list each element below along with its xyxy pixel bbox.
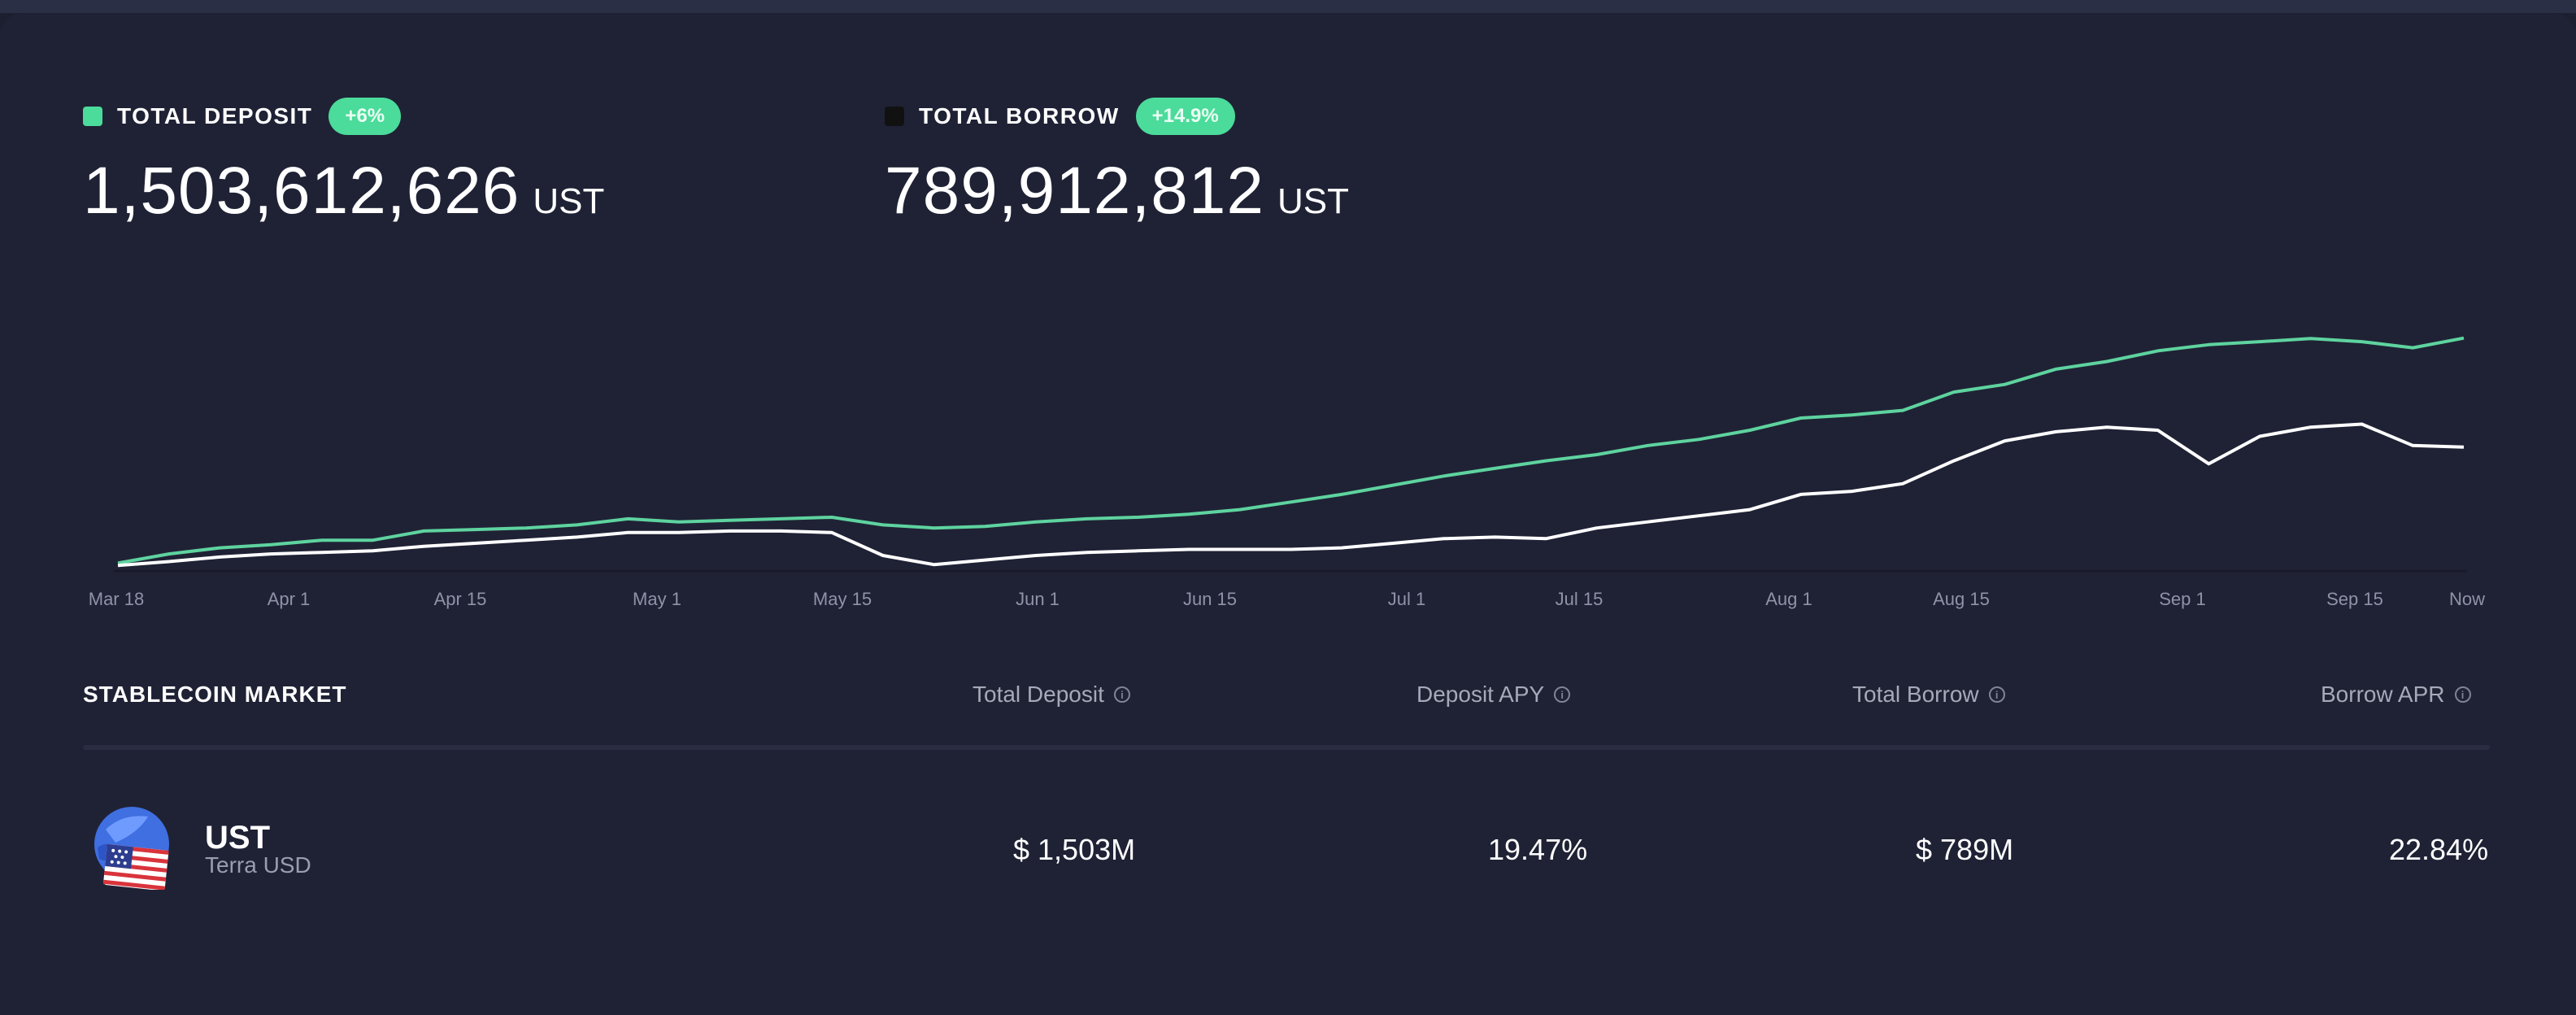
- total-borrow-unit: UST: [1277, 181, 1350, 221]
- coin-symbol: UST: [205, 820, 270, 856]
- total-deposit-value: 1,503,612,626 UST: [83, 153, 604, 229]
- table-row[interactable]: UST Terra USD $ 1,503M 19.47% $ 789M 22.…: [83, 799, 2490, 896]
- row-borrow-apr: 22.84%: [2389, 833, 2489, 866]
- col-total-borrow-label: Total Borrow: [1852, 682, 1979, 707]
- col-borrow-apr-label: Borrow APR: [2321, 682, 2445, 707]
- stablecoin-market-title: STABLECOIN MARKET: [83, 682, 347, 707]
- chart-series-layer: [117, 336, 2465, 568]
- info-icon[interactable]: i: [2454, 686, 2471, 703]
- total-borrow-value: 789,912,812 UST: [885, 153, 1349, 229]
- deposit-change-badge: +6%: [329, 98, 402, 135]
- x-tick-label: Aug 15: [1933, 589, 1990, 609]
- borrow-legend-square: [885, 107, 904, 126]
- x-tick-label: May 1: [633, 589, 681, 609]
- total-deposit-stat: TOTAL DEPOSIT +6% 1,503,612,626 UST: [83, 96, 604, 229]
- total-borrow-stat: TOTAL BORROW +14.9% 789,912,812 UST: [885, 96, 1349, 229]
- deposit-legend-square: [83, 107, 102, 126]
- x-tick-label: Mar 18: [89, 589, 144, 609]
- col-deposit-apy-label: Deposit APY: [1416, 682, 1545, 707]
- x-tick-label: May 15: [813, 589, 872, 609]
- total-borrow-header: TOTAL BORROW +14.9%: [885, 96, 1349, 137]
- x-tick-label: Apr 1: [268, 589, 311, 609]
- row-total-deposit: $ 1,503M: [1013, 833, 1136, 866]
- total-deposit-header: TOTAL DEPOSIT +6%: [83, 96, 604, 137]
- col-total-deposit[interactable]: Total Deposit i: [973, 682, 1130, 708]
- col-deposit-apy[interactable]: Deposit APY i: [1416, 682, 1571, 708]
- info-icon[interactable]: i: [1113, 686, 1130, 703]
- total-borrow-label: TOTAL BORROW: [919, 103, 1120, 129]
- ust-coin-icon: [94, 807, 169, 890]
- x-tick-label: Jun 15: [1183, 589, 1237, 609]
- x-tick-label: Sep 1: [2159, 589, 2206, 609]
- dashboard-panel: [0, 13, 2576, 1015]
- coin-name: Terra USD: [205, 852, 311, 878]
- tvl-line-chart[interactable]: Mar 18 Apr 1 Apr 15 May 1 May 15 Jun 1 Jun 15 J…: [0, 0, 2576, 634]
- total-borrow-amount: 789,912,812: [885, 154, 1265, 228]
- deposit-series-line: [117, 336, 2465, 565]
- row-deposit-apy: 19.47%: [1488, 833, 1588, 866]
- x-tick-label: Sep 15: [2326, 589, 2383, 609]
- borrow-series-line: [117, 422, 2465, 568]
- col-total-deposit-label: Total Deposit: [973, 682, 1104, 707]
- col-total-borrow[interactable]: Total Borrow i: [1852, 682, 2005, 708]
- x-tick-label: Now: [2449, 589, 2485, 609]
- total-deposit-amount: 1,503,612,626: [83, 154, 520, 228]
- x-tick-label: Jul 15: [1556, 589, 1603, 609]
- info-icon[interactable]: i: [1554, 686, 1571, 703]
- table-divider: [83, 745, 2490, 750]
- col-borrow-apr[interactable]: Borrow APR i: [2321, 682, 2471, 708]
- x-tick-label: Jul 1: [1388, 589, 1425, 609]
- row-total-borrow: $ 789M: [1916, 833, 2014, 866]
- total-deposit-unit: UST: [533, 181, 605, 221]
- x-tick-label: Apr 15: [434, 589, 487, 609]
- chart-x-axis: Mar 18 Apr 1 Apr 15 May 1 May 15 Jun 1 Jun 15 J…: [89, 589, 2485, 609]
- total-deposit-label: TOTAL DEPOSIT: [117, 103, 313, 129]
- borrow-change-badge: +14.9%: [1135, 98, 1235, 135]
- x-tick-label: Jun 1: [1016, 589, 1060, 609]
- top-strip: [0, 0, 2576, 13]
- x-tick-label: Aug 1: [1765, 589, 1812, 609]
- info-icon[interactable]: i: [1988, 686, 2005, 703]
